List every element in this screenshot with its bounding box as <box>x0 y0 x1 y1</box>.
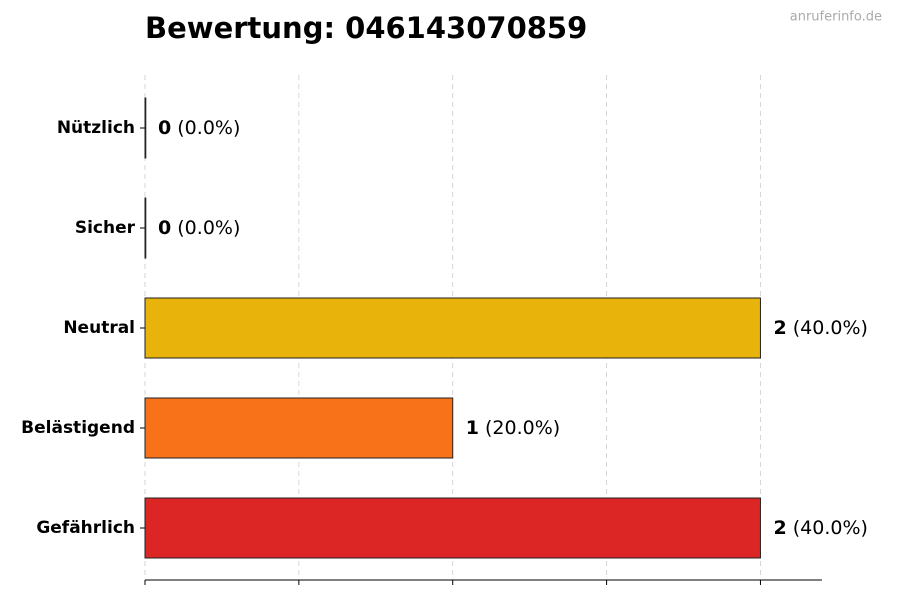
bar <box>144 97 147 159</box>
chart-title: Bewertung: 046143070859 <box>145 11 587 45</box>
value-label: 1 (20.0%) <box>466 417 560 439</box>
value-label: 2 (40.0%) <box>773 317 867 339</box>
value-share: (0.0%) <box>171 117 240 139</box>
y-tick-label: Neutral <box>63 318 135 338</box>
value-label: 0 (0.0%) <box>158 217 240 239</box>
value-share: (20.0%) <box>479 417 560 439</box>
value-count: 0 <box>158 117 171 139</box>
y-tick-label: Gefährlich <box>36 518 135 538</box>
y-tick-label: Nützlich <box>57 118 135 138</box>
y-tick-label: Sicher <box>75 218 136 238</box>
value-label: 0 (0.0%) <box>158 117 240 139</box>
bar <box>144 197 147 259</box>
value-share: (40.0%) <box>787 517 868 539</box>
bar <box>144 497 761 559</box>
value-count: 1 <box>466 417 479 439</box>
bar <box>144 297 761 359</box>
value-share: (0.0%) <box>171 217 240 239</box>
value-count: 2 <box>773 317 786 339</box>
watermark: anruferinfo.de <box>790 10 882 25</box>
value-label: 2 (40.0%) <box>773 517 867 539</box>
value-count: 0 <box>158 217 171 239</box>
y-tick-label: Belästigend <box>21 418 135 438</box>
bar <box>144 397 454 459</box>
value-share: (40.0%) <box>787 317 868 339</box>
value-count: 2 <box>773 517 786 539</box>
